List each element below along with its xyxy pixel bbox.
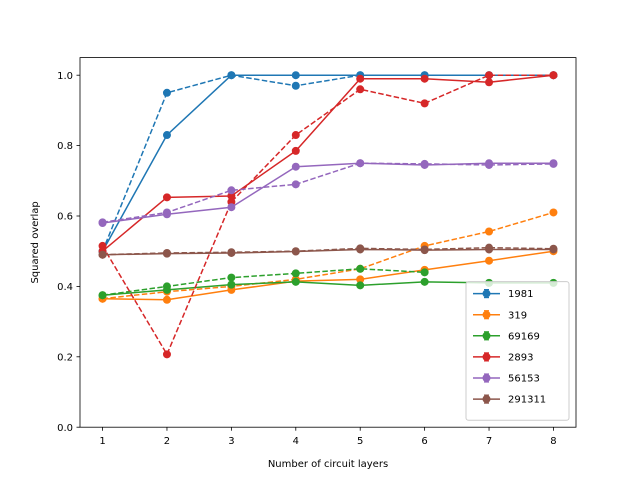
data-point-319-solid xyxy=(356,275,365,284)
y-axis-title: Squared overlap xyxy=(30,201,41,283)
legend-marker-2893 xyxy=(482,352,491,361)
x-tick-label: 2 xyxy=(164,436,170,447)
data-point-56153-solid xyxy=(420,160,429,169)
data-point-2893-solid xyxy=(420,74,429,83)
y-tick-label: 0.8 xyxy=(57,141,73,152)
series-line-2893-solid xyxy=(102,74,554,252)
legend-box xyxy=(465,281,570,421)
x-tick-label: 5 xyxy=(357,436,363,447)
data-point-291311-solid xyxy=(162,249,171,258)
y-tick-label: 0.0 xyxy=(57,423,73,434)
legend: 1981 319 69169 2893 56153 291311 xyxy=(465,281,570,421)
series-line-2893-dashed xyxy=(101,74,554,356)
data-point-56153-solid xyxy=(485,159,494,168)
x-tick-label: 7 xyxy=(486,436,492,447)
data-point-319-solid xyxy=(162,295,171,304)
legend-label-319: 319 xyxy=(508,310,527,321)
legend-marker-69169 xyxy=(482,331,491,340)
x-tick-label: 4 xyxy=(293,436,299,447)
x-tick-label: 3 xyxy=(228,436,234,447)
data-point-56153-solid xyxy=(227,203,236,212)
data-point-319-dashed xyxy=(485,227,494,236)
data-point-56153-dashed xyxy=(291,180,300,189)
data-point-1981-solid xyxy=(291,71,300,80)
series-line-56153-dashed xyxy=(102,162,554,224)
series-layer xyxy=(98,71,558,359)
x-axis-ticks: 1 2 3 4 5 6 7 8 xyxy=(99,427,557,447)
series-line-69169-dashed xyxy=(102,268,425,296)
data-point-2893-solid xyxy=(356,74,365,83)
legend-marker-1981 xyxy=(482,289,491,298)
data-point-56153-solid xyxy=(98,219,107,228)
data-point-2893-solid xyxy=(227,191,236,200)
data-point-56153-solid xyxy=(291,162,300,171)
series-line-291311-solid xyxy=(102,248,554,256)
data-point-2893-dashed xyxy=(485,71,494,80)
data-point-291311-solid xyxy=(227,248,236,257)
data-point-291311-solid xyxy=(291,247,300,256)
y-axis-ticks: 0.0 0.2 0.4 0.6 0.8 1.0 xyxy=(57,71,80,434)
data-point-56153-solid xyxy=(549,159,558,168)
data-point-69169-dashed xyxy=(227,273,236,282)
data-point-56153-solid xyxy=(162,210,171,219)
y-tick-label: 0.6 xyxy=(57,212,73,223)
data-point-69169-solid xyxy=(356,281,365,290)
data-point-56153-solid xyxy=(356,159,365,168)
x-tick-label: 8 xyxy=(550,436,556,447)
y-tick-label: 1.0 xyxy=(57,71,73,82)
data-point-1981-dashed xyxy=(162,88,171,97)
data-point-319-solid xyxy=(485,256,494,265)
data-point-291311-solid xyxy=(98,250,107,259)
data-point-1981-dashed xyxy=(291,81,300,90)
data-point-69169-solid xyxy=(420,277,429,286)
data-point-2893-dashed xyxy=(420,99,429,108)
data-point-56153-dashed xyxy=(227,186,236,195)
data-point-2893-dashed xyxy=(291,131,300,140)
data-point-291311-solid xyxy=(485,245,494,254)
data-point-2893-dashed xyxy=(162,350,171,359)
data-point-1981-solid xyxy=(227,71,236,80)
data-point-1981-solid xyxy=(162,131,171,140)
axes-frame xyxy=(79,57,577,428)
legend-marker-319 xyxy=(482,310,491,319)
data-point-291311-solid xyxy=(549,245,558,254)
data-point-69169-dashed xyxy=(420,268,429,277)
data-point-69169-dashed xyxy=(356,264,365,273)
legend-label-1981: 1981 xyxy=(508,289,533,300)
data-point-2893-solid xyxy=(549,71,558,80)
data-point-2893-dashed xyxy=(356,85,365,94)
legend-marker-291311 xyxy=(482,395,491,404)
data-point-291311-solid xyxy=(356,245,365,254)
legend-label-69169: 69169 xyxy=(508,331,540,342)
data-point-2893-solid xyxy=(162,193,171,202)
legend-label-56153: 56153 xyxy=(508,374,540,385)
series-line-56153-solid xyxy=(102,162,554,224)
y-tick-label: 0.2 xyxy=(57,352,73,363)
legend-marker-56153 xyxy=(482,374,491,382)
data-point-291311-solid xyxy=(420,246,429,255)
data-point-2893-solid xyxy=(485,78,494,87)
series-line-319-dashed xyxy=(102,211,554,300)
x-tick-label: 1 xyxy=(99,436,105,447)
x-axis-title: Number of circuit layers xyxy=(268,459,388,470)
x-tick-label: 6 xyxy=(421,436,427,447)
series-line-319-solid xyxy=(102,250,554,301)
data-point-2893-solid xyxy=(291,146,300,155)
legend-label-291311: 291311 xyxy=(508,395,546,406)
series-line-1981-solid xyxy=(101,74,554,252)
data-point-69169-dashed xyxy=(291,269,300,278)
legend-label-2893: 2893 xyxy=(508,353,533,364)
data-point-69169-solid xyxy=(227,280,236,289)
data-point-69169-solid xyxy=(162,285,171,294)
data-point-319-dashed xyxy=(549,208,558,217)
y-tick-label: 0.4 xyxy=(57,282,73,293)
data-point-69169-solid xyxy=(98,291,107,300)
data-point-69169-solid xyxy=(291,277,300,286)
